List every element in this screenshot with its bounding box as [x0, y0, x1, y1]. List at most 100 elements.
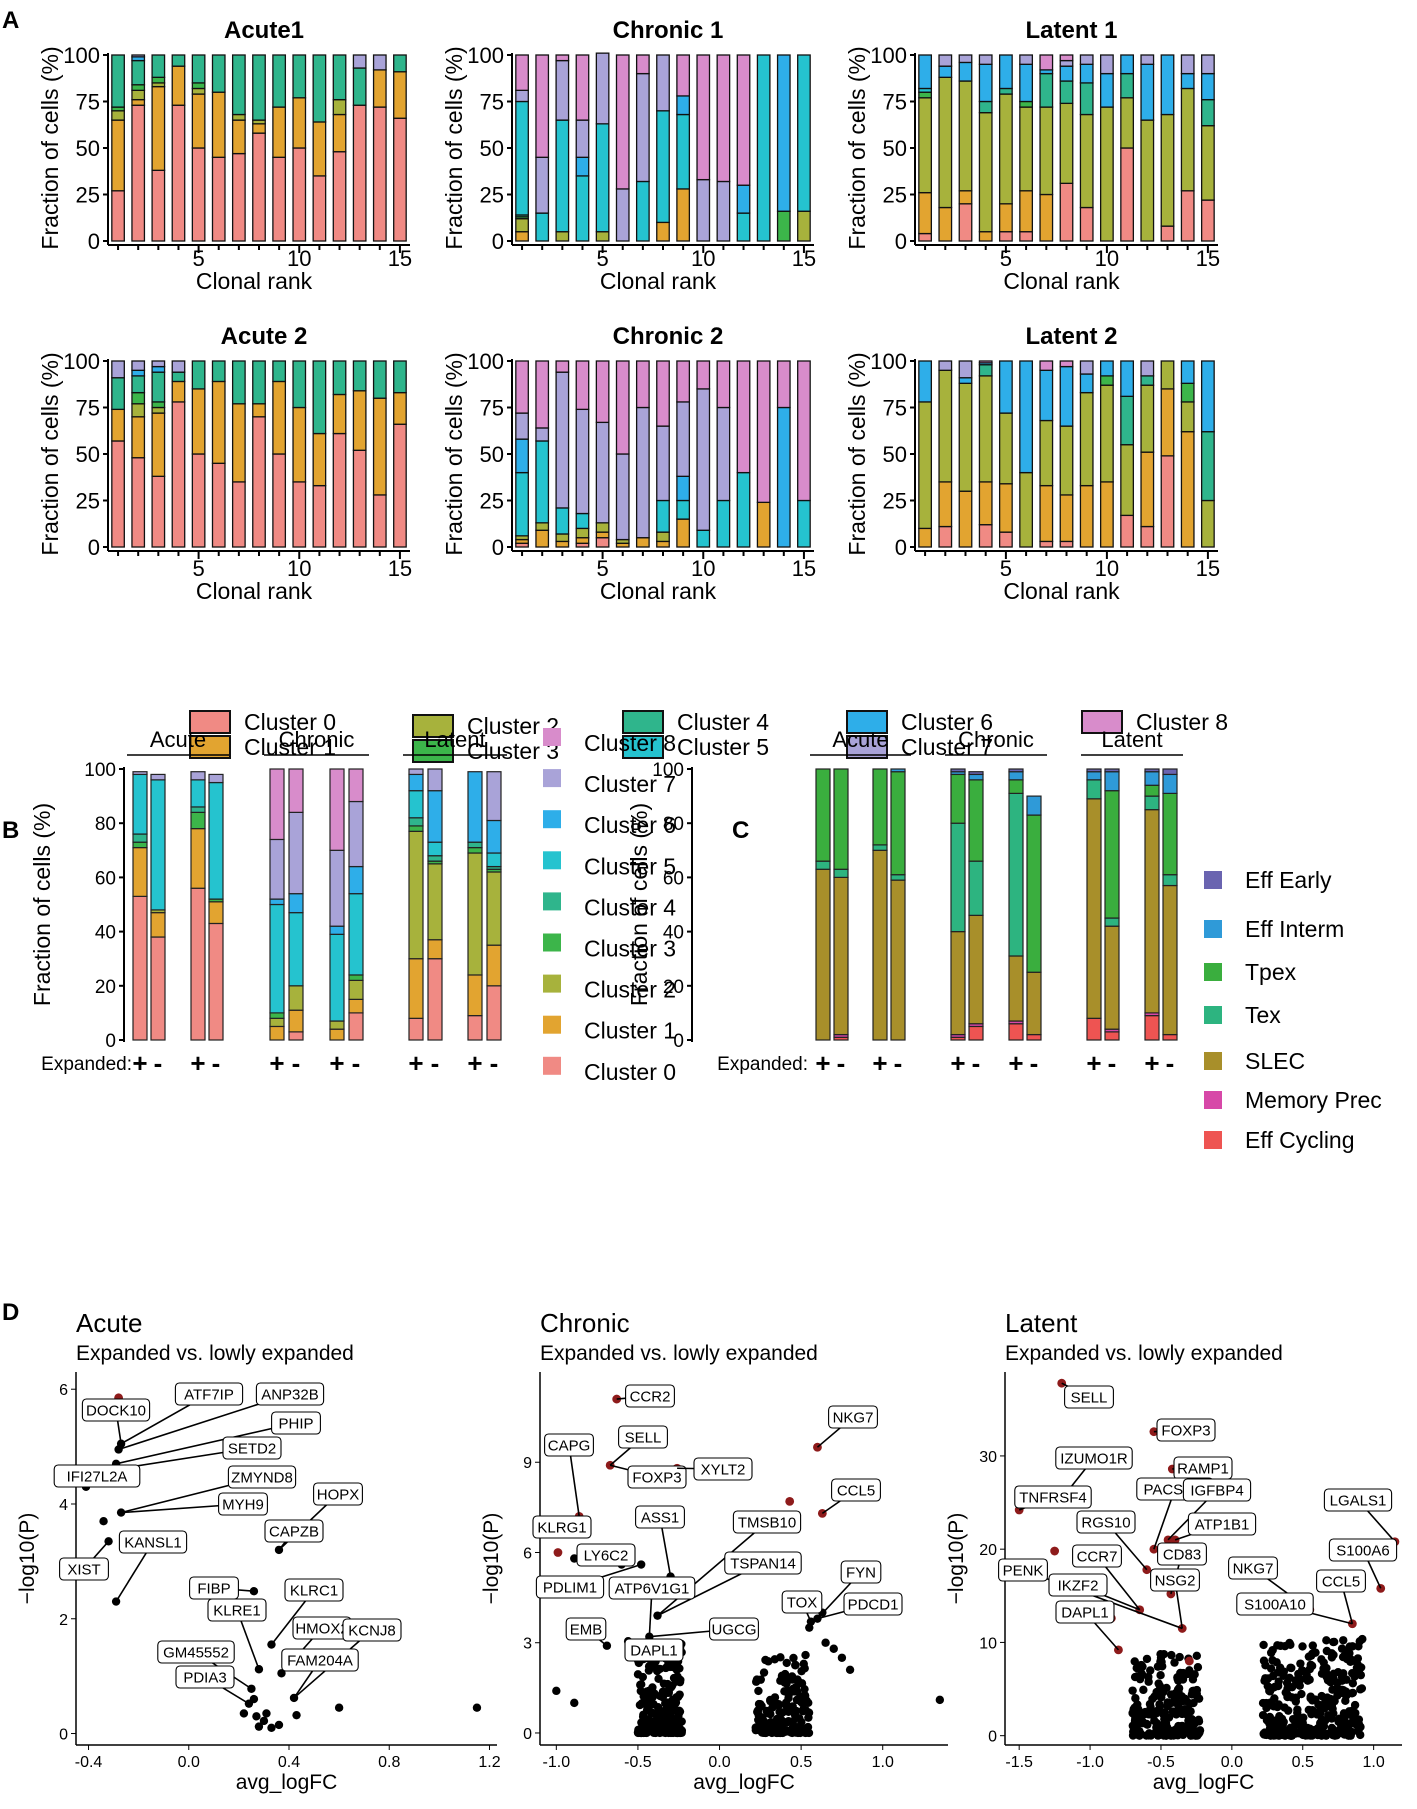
- bar-segment: [151, 360, 166, 368]
- label-box: [709, 1617, 759, 1641]
- bar-segment: [1008, 771, 1024, 781]
- x-tick-label: 0.5: [790, 1754, 812, 1771]
- gene-label: LGALS1: [1330, 1493, 1387, 1510]
- x-tick-label: -1.0: [543, 1754, 571, 1771]
- bar-segment: [231, 113, 246, 121]
- data-point: [1285, 1673, 1294, 1683]
- expanded-sign: -: [212, 1048, 221, 1078]
- bar-segment: [272, 453, 287, 548]
- data-point: [644, 1662, 654, 1671]
- bar-segment: [269, 903, 285, 1014]
- bar-segment: [1086, 768, 1102, 773]
- y-tick-label: 40: [95, 923, 116, 944]
- bar-segment: [348, 1012, 364, 1041]
- chart-A_acute2: 0 25 50 75 100 5 10 15 Acute 2 Clonal rank Fractio…: [37, 323, 412, 604]
- data-point: [1298, 1718, 1307, 1728]
- bar-segment: [111, 440, 125, 548]
- data-point: [669, 1673, 679, 1683]
- label-box: [625, 1384, 675, 1408]
- data-point: [770, 1655, 779, 1664]
- data-point: [792, 1706, 801, 1716]
- bar-segment: [978, 360, 993, 364]
- gene-label: PENK: [1003, 1563, 1044, 1580]
- legend-label: Cluster 1: [584, 1018, 676, 1044]
- bar-segment: [575, 119, 590, 158]
- data-point: [1310, 1695, 1320, 1704]
- bar-segment: [958, 203, 973, 242]
- expanded-sign: +: [950, 1048, 965, 1078]
- y-tick-label: 100: [870, 43, 907, 68]
- bar-segment: [427, 958, 443, 1041]
- bar-segment: [978, 54, 993, 65]
- bar-segment: [150, 779, 166, 911]
- bar-segment: [131, 416, 146, 459]
- bar-segment: [1104, 771, 1120, 792]
- data-point: [1341, 1687, 1351, 1696]
- chart-D_chronic: Chronic Expanded vs. lowly expanded 0 3 6 9 -1…: [480, 1308, 948, 1794]
- data-point: [648, 1688, 657, 1697]
- x-tick-label: 0.4: [278, 1754, 300, 1771]
- bar-segment: [1160, 113, 1175, 227]
- bar-segment: [535, 360, 550, 429]
- gene-label: IZUMO1R: [1060, 1451, 1128, 1468]
- bar-segment: [676, 499, 691, 520]
- data-point: [334, 1703, 344, 1712]
- data-point: [643, 1704, 653, 1713]
- bar-segment: [998, 360, 1013, 414]
- label-box: [532, 1515, 592, 1539]
- data-point: [1166, 1690, 1176, 1699]
- legend-swatch: [1204, 1131, 1222, 1149]
- gene-label: KLRG1: [537, 1520, 586, 1537]
- gene-label: LY6C2: [584, 1548, 629, 1565]
- bar-segment: [312, 484, 327, 548]
- bar-segment: [372, 54, 387, 71]
- bar-segment: [132, 773, 148, 835]
- y-tick-label: 75: [883, 396, 907, 421]
- bar-segment: [211, 54, 226, 93]
- bar-segment: [978, 63, 993, 103]
- bar-segment: [1019, 100, 1034, 108]
- bar-segment: [1039, 540, 1054, 548]
- bar-segment: [1140, 451, 1155, 528]
- bar-segment: [111, 408, 125, 442]
- y-tick-label: 100: [467, 349, 504, 374]
- bar-segment: [269, 898, 285, 906]
- bar-segment: [393, 360, 407, 394]
- bar-segment: [211, 91, 226, 158]
- data-point: [1133, 1672, 1142, 1681]
- label-box: [1182, 1478, 1252, 1502]
- legend-label: Cluster 5: [677, 734, 769, 760]
- bar-segment: [833, 876, 849, 1036]
- bar-segment: [1099, 375, 1114, 386]
- gene-label: MYH9: [222, 1497, 264, 1514]
- chart-title: Latent 1: [1025, 17, 1117, 44]
- x-tick-label: -1.0: [1076, 1754, 1104, 1771]
- gene-label: KLRE1: [213, 1603, 261, 1620]
- data-point: [1345, 1642, 1354, 1651]
- y-tick-label: 100: [63, 43, 100, 68]
- expanded-sign: -: [837, 1048, 846, 1078]
- data-point: [675, 1664, 684, 1673]
- bar-segment: [467, 771, 483, 843]
- bar-segment: [329, 768, 345, 851]
- y-tick-label: 20: [979, 1542, 997, 1559]
- bar-segment: [595, 360, 610, 424]
- gene-label: DAPL1: [1061, 1605, 1109, 1622]
- legend-label: Eff Cycling: [1245, 1127, 1355, 1153]
- bar-segment: [1019, 231, 1034, 242]
- bar-segment: [595, 531, 610, 539]
- bar-segment: [918, 191, 933, 235]
- legend-swatch: [412, 714, 454, 738]
- x-tick-label: 10: [287, 556, 311, 581]
- label-box: [222, 1436, 282, 1460]
- bar-segment: [696, 529, 711, 548]
- bar-segment: [348, 800, 364, 868]
- y-axis-label: Fraction of cells (%): [29, 803, 55, 1006]
- data-point: [654, 1674, 663, 1684]
- bar-segment: [1039, 54, 1054, 71]
- bar-segment: [1162, 768, 1178, 776]
- data-point: [667, 1682, 676, 1692]
- label-box: [313, 1482, 363, 1506]
